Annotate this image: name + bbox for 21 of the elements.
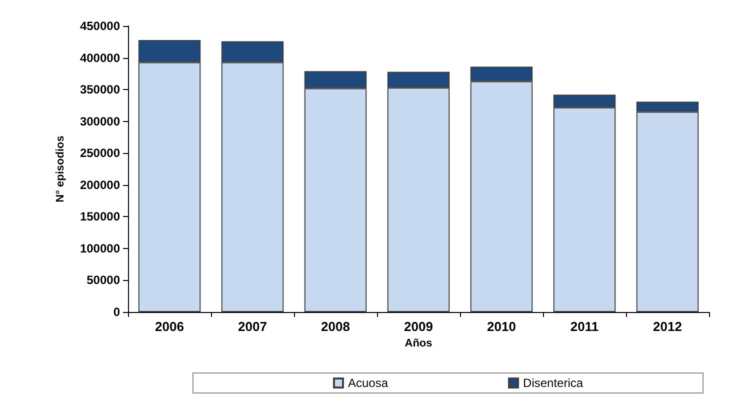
y-axis-title: N° episodios <box>54 136 66 202</box>
y-tick-label: 150000 <box>80 210 120 224</box>
y-tick-label: 200000 <box>80 178 120 192</box>
x-tick-label: 2011 <box>570 319 599 334</box>
y-tick-label: 100000 <box>80 241 120 256</box>
legend-label: Disenterica <box>523 376 584 390</box>
x-tick-label: 2006 <box>155 319 184 334</box>
y-tick-label: 350000 <box>80 82 120 97</box>
y-tick-label: 0 <box>113 305 120 319</box>
x-tick-label: 2009 <box>404 319 433 334</box>
x-tick-label: 2012 <box>653 319 682 334</box>
y-tick-label: 450000 <box>80 19 120 33</box>
y-tick-label: 400000 <box>80 50 120 65</box>
y-tick-label: 250000 <box>80 146 120 160</box>
legend-label: Acuosa <box>348 376 388 390</box>
x-tick-label: 2008 <box>321 319 350 334</box>
x-tick-label: 2007 <box>238 319 267 334</box>
x-tick-label: 2010 <box>487 319 516 334</box>
x-axis-title: Años <box>404 337 432 350</box>
y-tick-label: 50000 <box>86 273 120 288</box>
y-tick-label: 300000 <box>80 114 120 128</box>
